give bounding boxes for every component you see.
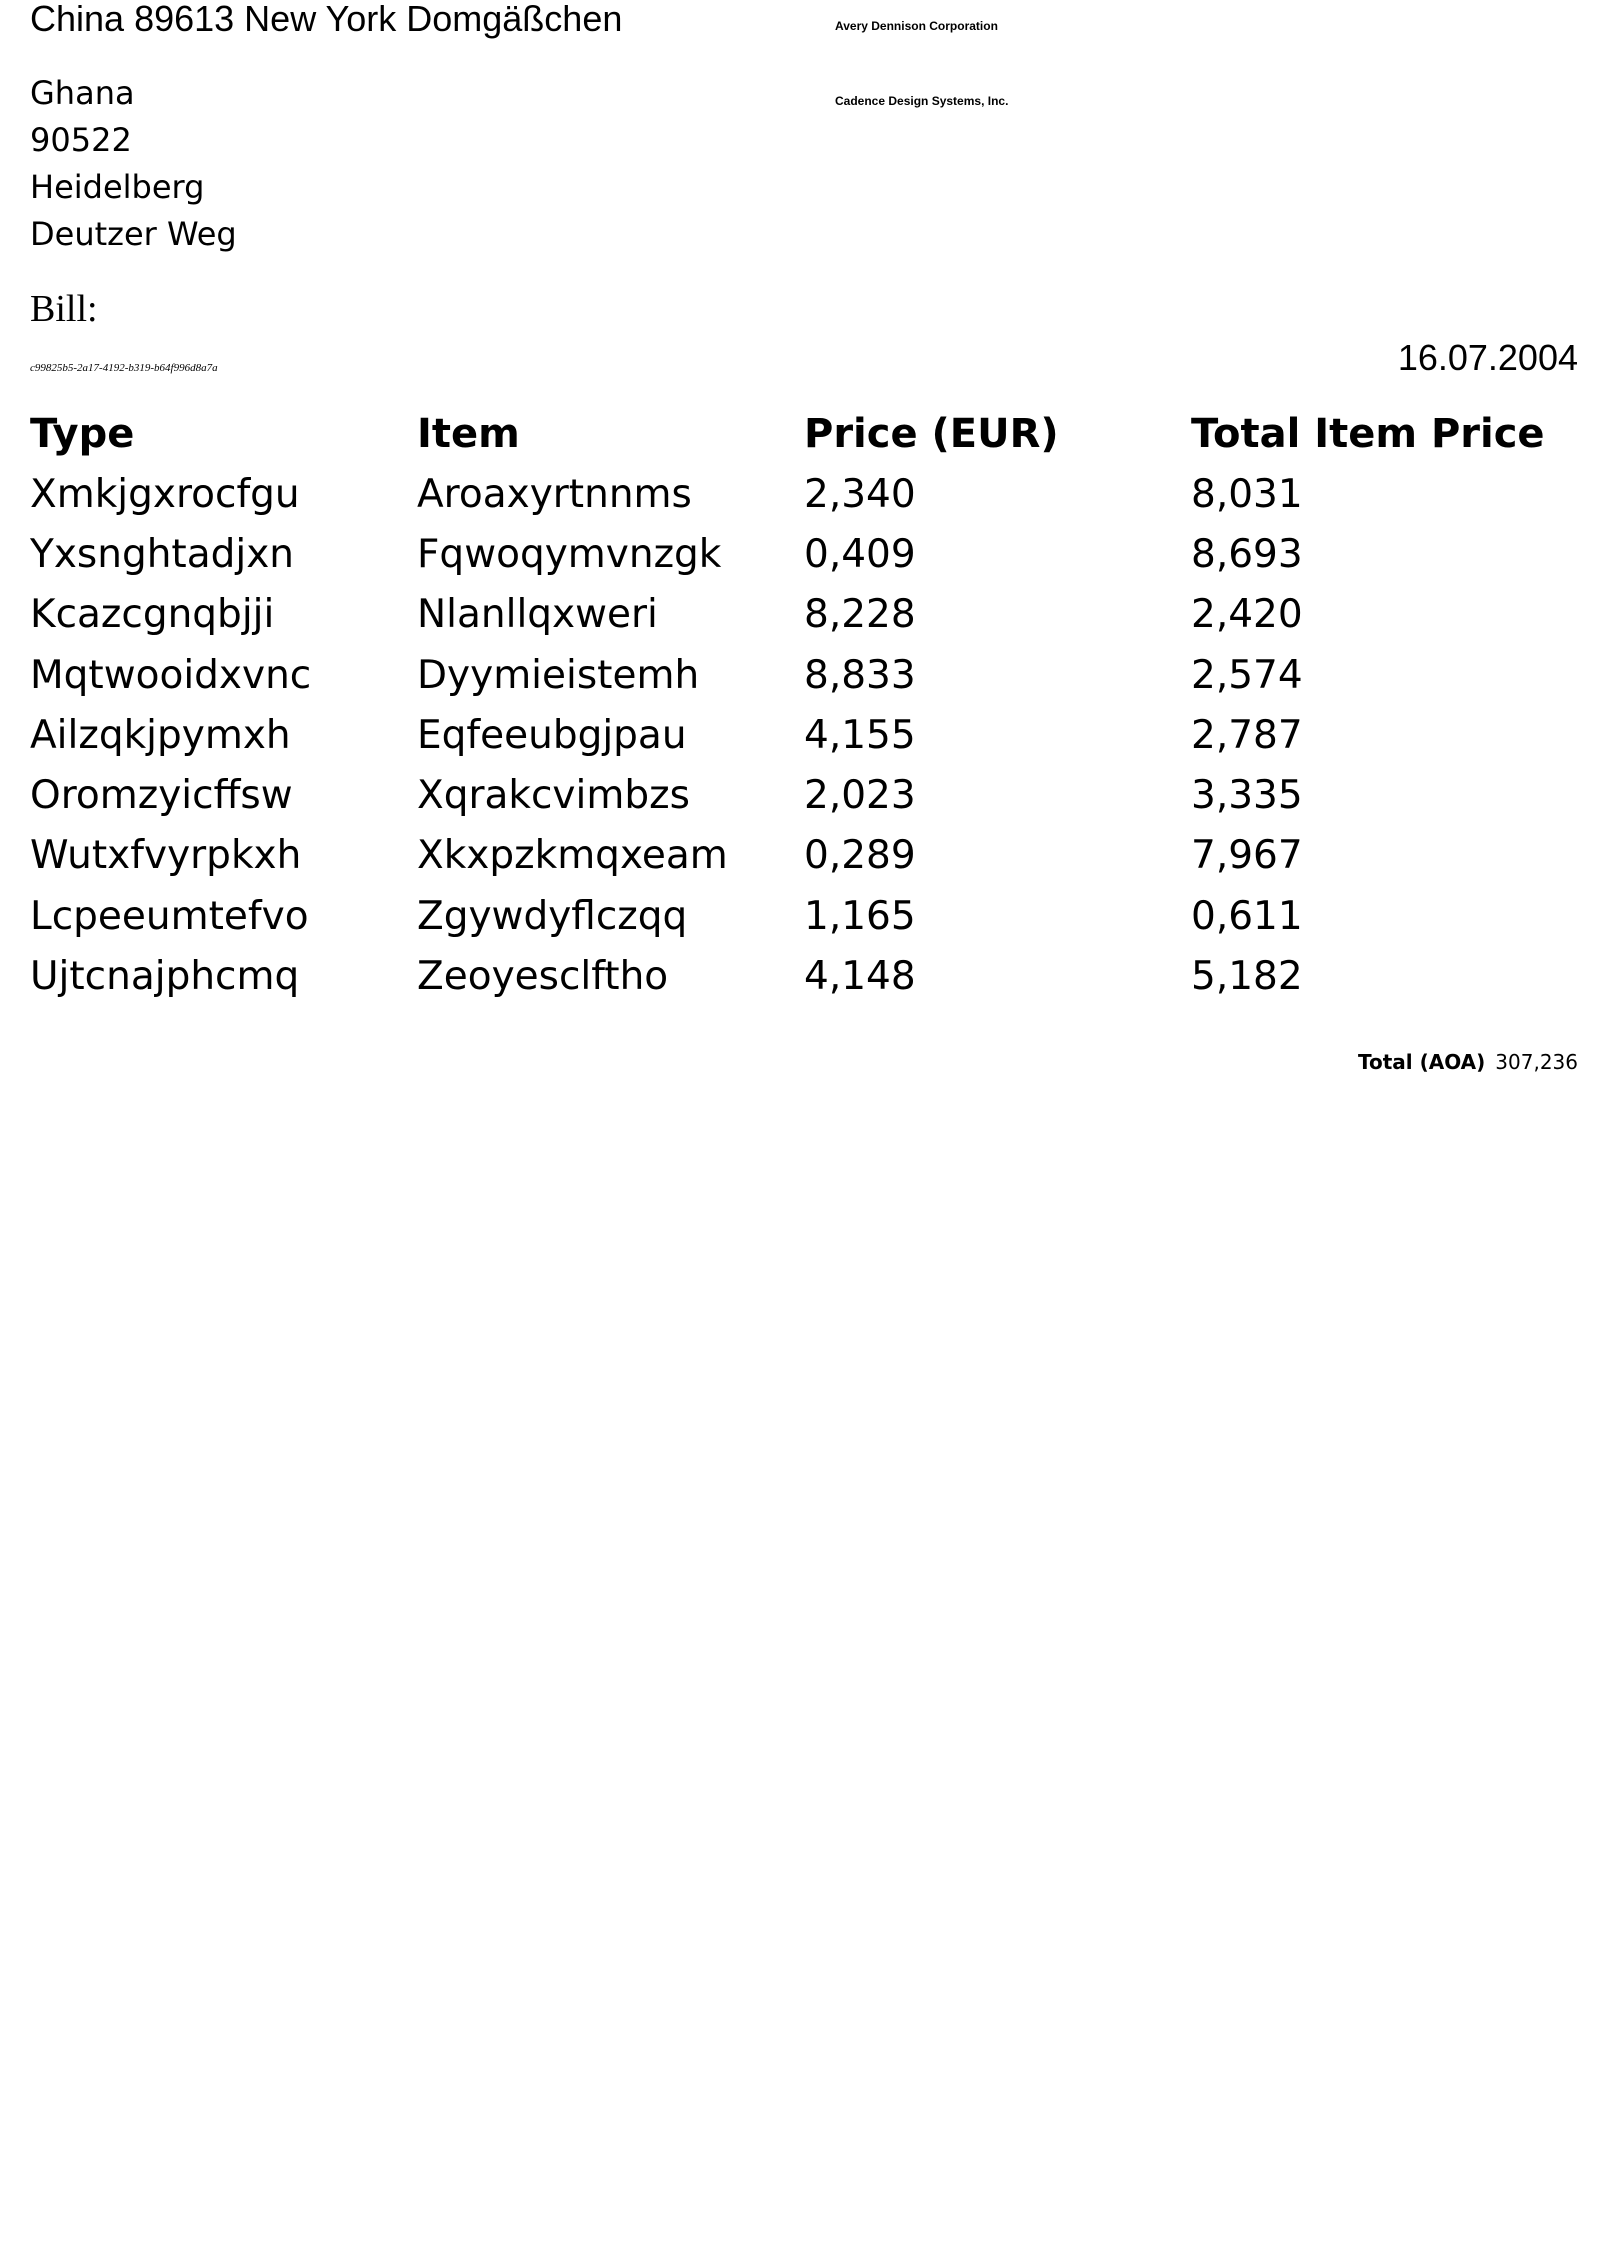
- invoice-total: Total (AOA) 307,236: [1358, 1050, 1578, 1074]
- cell-total: 2,787: [1191, 712, 1303, 758]
- recipient-city: Heidelberg: [30, 168, 205, 206]
- table-row: Oromzyicffsw Xqrakcvimbzs 2,023 3,335: [30, 765, 1578, 825]
- table-header-row: Type Item Price (EUR) Total Item Price: [30, 404, 1578, 464]
- cell-item: Zeoyesclftho: [417, 954, 669, 1000]
- bill-id: c99825b5-2a17-4192-b319-b64f996d8a7a: [30, 362, 218, 374]
- table-row: Ailzqkjpymxh Eqfeeubgjpau 4,155 2,787: [30, 705, 1578, 765]
- cell-price: 8,833: [804, 652, 916, 698]
- cell-type: Kcazcgnqbjji: [30, 592, 275, 638]
- cell-price: 4,148: [804, 954, 916, 1000]
- cell-total: 2,420: [1191, 592, 1303, 638]
- cell-item: Dyymieistemh: [417, 652, 700, 698]
- recipient-address: Ghana 90522 Heidelberg Deutzer Weg: [30, 70, 237, 258]
- table-row: Mqtwooidxvnc Dyymieistemh 8,833 2,574: [30, 645, 1578, 705]
- company-name-primary: Avery Dennison Corporation: [835, 19, 998, 33]
- cell-total: 8,031: [1191, 471, 1303, 517]
- cell-item: Aroaxyrtnnms: [417, 471, 692, 517]
- recipient-street: Deutzer Weg: [30, 215, 237, 253]
- table-row: Ujtcnajphcmq Zeoyesclftho 4,148 5,182: [30, 946, 1578, 1006]
- total-label: Total (AOA): [1357, 1050, 1486, 1074]
- cell-type: Lcpeeumtefvo: [30, 893, 309, 939]
- cell-price: 0,409: [804, 531, 916, 577]
- cell-item: Xqrakcvimbzs: [417, 773, 690, 819]
- table-row: Wutxfvyrpkxh Xkxpzkmqxeam 0,289 7,967: [30, 826, 1578, 886]
- cell-price: 2,340: [804, 471, 916, 517]
- cell-price: 0,289: [804, 833, 916, 879]
- cell-total: 3,335: [1191, 773, 1303, 819]
- cell-type: Ujtcnajphcmq: [30, 954, 300, 1000]
- cell-total: 7,967: [1191, 833, 1303, 879]
- table-row: Yxsnghtadjxn Fqwoqymvnzgk 0,409 8,693: [30, 524, 1578, 584]
- items-table: Type Item Price (EUR) Total Item Price X…: [30, 404, 1578, 1007]
- cell-type: Mqtwooidxvnc: [30, 652, 312, 698]
- cell-item: Eqfeeubgjpau: [417, 712, 687, 758]
- header-price: Price (EUR): [804, 411, 1059, 457]
- cell-type: Yxsnghtadjxn: [30, 531, 294, 577]
- cell-type: Oromzyicffsw: [30, 773, 293, 819]
- company-name-secondary: Cadence Design Systems, Inc.: [835, 94, 1009, 108]
- cell-item: Fqwoqymvnzgk: [417, 531, 722, 577]
- recipient-country: Ghana: [30, 74, 135, 112]
- cell-total: 0,611: [1191, 893, 1303, 939]
- table-row: Xmkjgxrocfgu Aroaxyrtnnms 2,340 8,031: [30, 464, 1578, 524]
- cell-total: 5,182: [1191, 954, 1303, 1000]
- cell-total: 2,574: [1191, 652, 1303, 698]
- cell-total: 8,693: [1191, 531, 1303, 577]
- cell-price: 2,023: [804, 773, 916, 819]
- cell-type: Wutxfvyrpkxh: [30, 833, 302, 879]
- header-type: Type: [30, 411, 135, 457]
- sender-address-line: China 89613 New York Domgäßchen: [30, 0, 623, 39]
- header-item: Item: [417, 411, 520, 457]
- header-total-item-price: Total Item Price: [1191, 411, 1545, 457]
- bill-date: 16.07.2004: [1397, 337, 1578, 378]
- table-row: Lcpeeumtefvo Zgywdyflczqq 1,165 0,611: [30, 886, 1578, 946]
- cell-price: 1,165: [804, 893, 916, 939]
- cell-type: Xmkjgxrocfgu: [30, 471, 300, 517]
- cell-item: Xkxpzkmqxeam: [417, 833, 728, 879]
- cell-price: 4,155: [804, 712, 916, 758]
- cell-price: 8,228: [804, 592, 916, 638]
- recipient-postal-code: 90522: [30, 121, 132, 159]
- table-row: Kcazcgnqbjji Nlanllqxweri 8,228 2,420: [30, 585, 1578, 645]
- cell-item: Nlanllqxweri: [417, 592, 658, 638]
- cell-type: Ailzqkjpymxh: [30, 712, 291, 758]
- cell-item: Zgywdyflczqq: [417, 893, 688, 939]
- total-value: 307,236: [1495, 1050, 1578, 1074]
- bill-label: Bill:: [30, 288, 98, 330]
